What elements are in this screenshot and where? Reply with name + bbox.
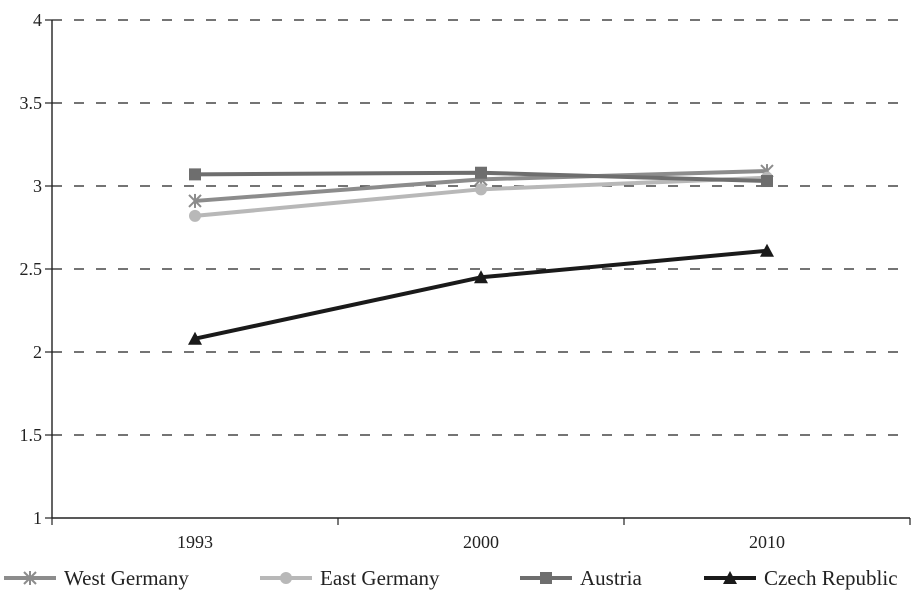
x-tick-label-2010: 2010 [749,532,785,552]
data-point-austria-2000 [475,166,487,179]
legend-swatch-austria [520,572,572,584]
y-tick-label: 1 [33,508,42,528]
axes [45,19,911,525]
legend-item-austria: Austria [518,564,642,592]
data-point-austria-1993 [189,168,201,181]
y-tick-label: 3 [33,176,42,196]
legend-item-east-germany: East Germany [258,564,440,592]
legend-item-czech-republic: Czech Republic [702,564,898,592]
data-point-czech-republic-2000 [474,270,488,284]
legend-swatch-west-germany [4,571,56,585]
y-tick-label: 1.5 [20,425,43,445]
line-chart: 1 1.5 2 2.5 3 3.5 4 1993 2000 2010 [20,10,911,552]
y-tick-label: 3.5 [20,93,43,113]
gridlines [52,19,910,436]
y-tick-label: 4 [33,10,42,30]
data-point-east-germany-1993 [189,209,201,222]
series-layer [188,164,774,345]
legend: West Germany East Germany Austria Czech … [0,564,912,592]
data-point-czech-republic-2010 [760,243,774,257]
legend-swatch-czech-republic [704,571,756,584]
data-point-east-germany-2000 [475,183,487,196]
x-tick-label-1993: 1993 [177,532,213,552]
y-axis-ticks: 1 1.5 2 2.5 3 3.5 4 [20,10,43,528]
legend-item-west-germany: West Germany [2,564,189,592]
x-tick-label-2000: 2000 [463,532,499,552]
y-tick-label: 2.5 [20,259,43,279]
legend-label-czech-republic: Czech Republic [764,565,898,590]
legend-label-west-germany: West Germany [64,565,189,590]
x-axis-ticks: 1993 2000 2010 [177,532,785,552]
legend-swatch-east-germany [260,572,312,584]
data-point-czech-republic-1993 [188,331,202,345]
legend-label-austria: Austria [580,565,642,590]
y-tick-label: 2 [33,342,42,362]
data-point-west-germany-1993 [188,193,202,208]
data-point-austria-2010 [761,175,773,188]
legend-label-east-germany: East Germany [320,565,440,590]
series-line-czech-republic [194,248,768,341]
